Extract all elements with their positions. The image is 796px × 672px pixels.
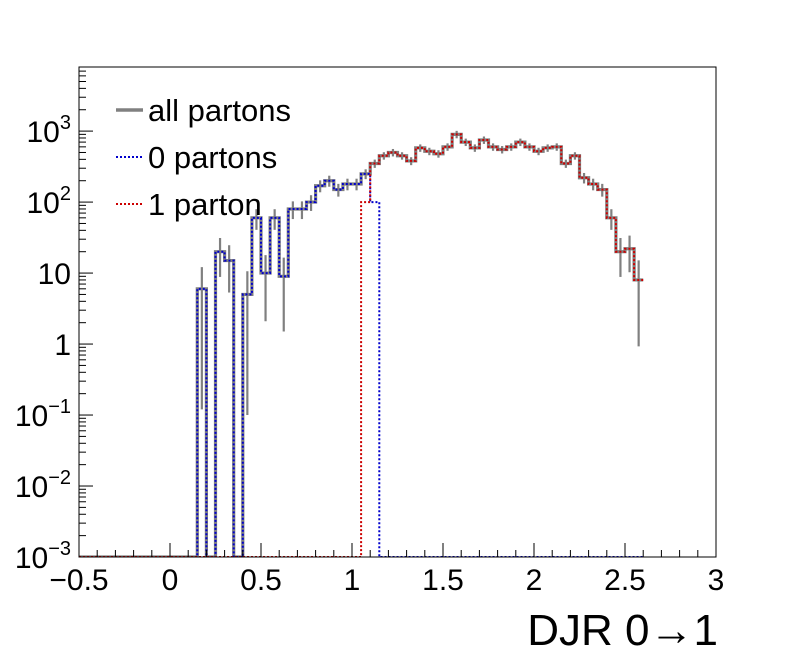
y-tick-label: 10−3	[15, 538, 71, 575]
legend-label-1-parton: 1 parton	[148, 187, 262, 222]
y-tick-label: 10−2	[15, 467, 71, 504]
y-tick-label: 10−1	[15, 396, 71, 433]
x-axis-title: DJR 0→1	[527, 606, 718, 655]
x-tick-label: 1	[344, 564, 361, 597]
series-line-0-partons	[79, 172, 644, 557]
legend-label-0-partons: 0 partons	[148, 140, 277, 175]
x-tick-label: 2	[526, 564, 543, 597]
x-tick-label: 3	[708, 564, 725, 597]
plot-frame	[78, 66, 717, 558]
x-tick-label: 0	[162, 564, 179, 597]
y-tick-label: 103	[27, 112, 72, 149]
x-tick-label: 0.5	[240, 564, 282, 597]
y-tick-label: 1	[54, 329, 71, 362]
x-tick-label: 2.5	[604, 564, 646, 597]
legend-label-all-partons: all partons	[148, 93, 291, 128]
x-tick-label: −0.5	[49, 564, 108, 597]
y-tick-label: 102	[27, 183, 72, 220]
x-tick-label: 1.5	[422, 564, 464, 597]
y-tick-label: 10	[38, 258, 71, 291]
